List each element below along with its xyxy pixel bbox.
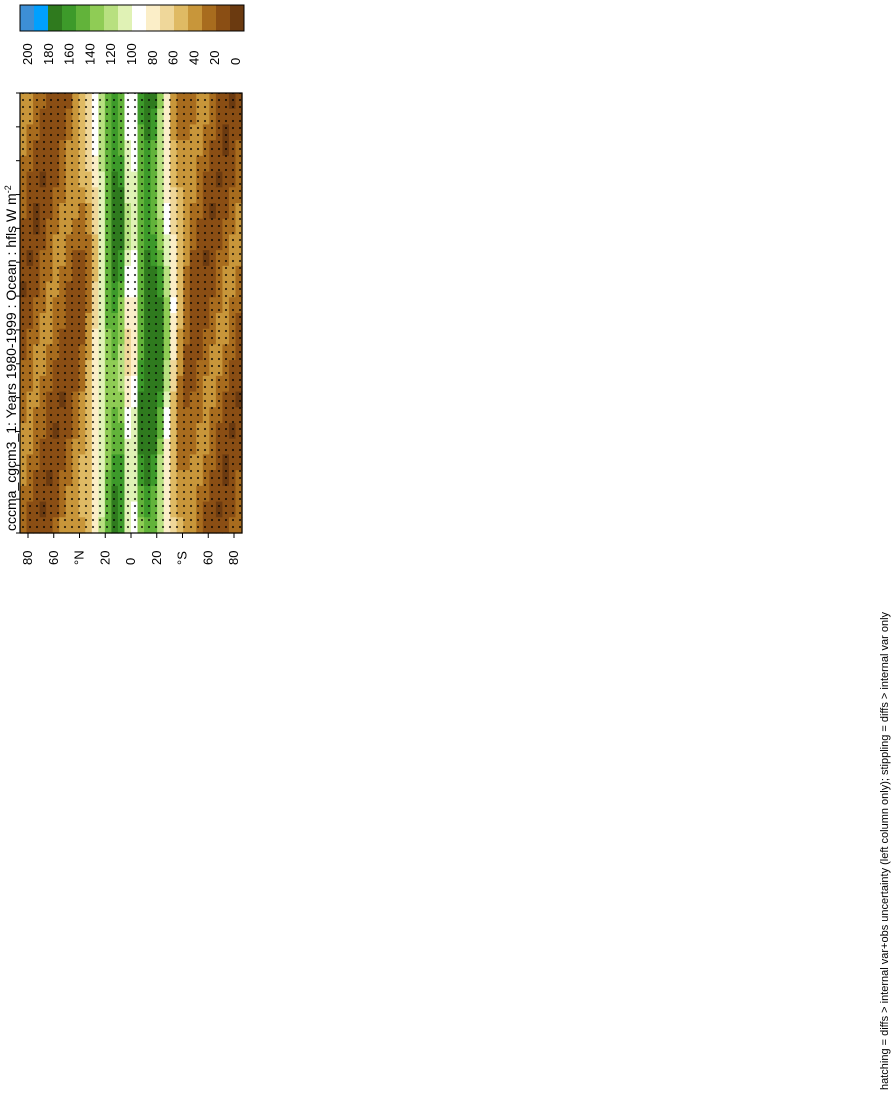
colorbar-tick-label: 40 — [186, 51, 201, 65]
colorbar-tick-label: 120 — [103, 43, 118, 65]
panel-title: cccma_cgcm3_1: Years 1980-1999 : Ocean :… — [3, 185, 19, 531]
colorbar-swatch — [48, 5, 63, 31]
panel-p2: 200 180 160 140 120 100 80 60 40 20 080 60 °N 20 0 20 °S… — [3, 4, 245, 565]
colorbar-swatch — [76, 5, 91, 31]
y-tick-label: 60 — [46, 551, 61, 565]
colorbar-tick-label: 180 — [41, 43, 56, 65]
colorbar-swatch — [146, 5, 161, 31]
footnote: hatching = diffs > internal var+obs unce… — [879, 611, 891, 1090]
y-tick-label: °N — [72, 550, 87, 565]
colorbar-tick-label: 0 — [228, 58, 243, 65]
y-tick-label: 80 — [226, 551, 241, 565]
colorbar-tick-label: 200 — [20, 43, 35, 65]
colorbar-swatch — [20, 5, 35, 31]
colorbar-swatch — [132, 5, 147, 31]
colorbar-swatch — [202, 5, 217, 31]
colorbar-swatch — [174, 5, 189, 31]
y-tick-label: 0 — [123, 558, 138, 565]
colorbar-tick-label: 80 — [145, 51, 160, 65]
colorbar-tick-label: 160 — [62, 43, 77, 65]
y-tick-label: 20 — [149, 551, 164, 565]
colorbar-swatch — [230, 5, 245, 31]
colorbar-tick-label: 60 — [166, 51, 181, 65]
significance-overlay — [20, 93, 242, 533]
y-tick-label: 60 — [200, 551, 215, 565]
y-tick-label: °S — [175, 551, 190, 565]
colorbar-tick-label: 140 — [82, 43, 97, 65]
colorbar-swatch — [118, 5, 133, 31]
colorbar-tick-label: 20 — [207, 51, 222, 65]
y-tick-label: 80 — [20, 551, 35, 565]
colorbar-swatch — [188, 5, 203, 31]
y-tick-label: 20 — [97, 551, 112, 565]
colorbar-swatch — [34, 5, 49, 31]
colorbar-swatch — [104, 5, 119, 31]
colorbar-swatch — [160, 5, 175, 31]
colorbar-tick-label: 100 — [124, 43, 139, 65]
colorbar-swatch — [62, 5, 77, 31]
colorbar-swatch — [90, 5, 105, 31]
colorbar-frame — [19, 4, 245, 32]
colorbar-swatch — [216, 5, 231, 31]
